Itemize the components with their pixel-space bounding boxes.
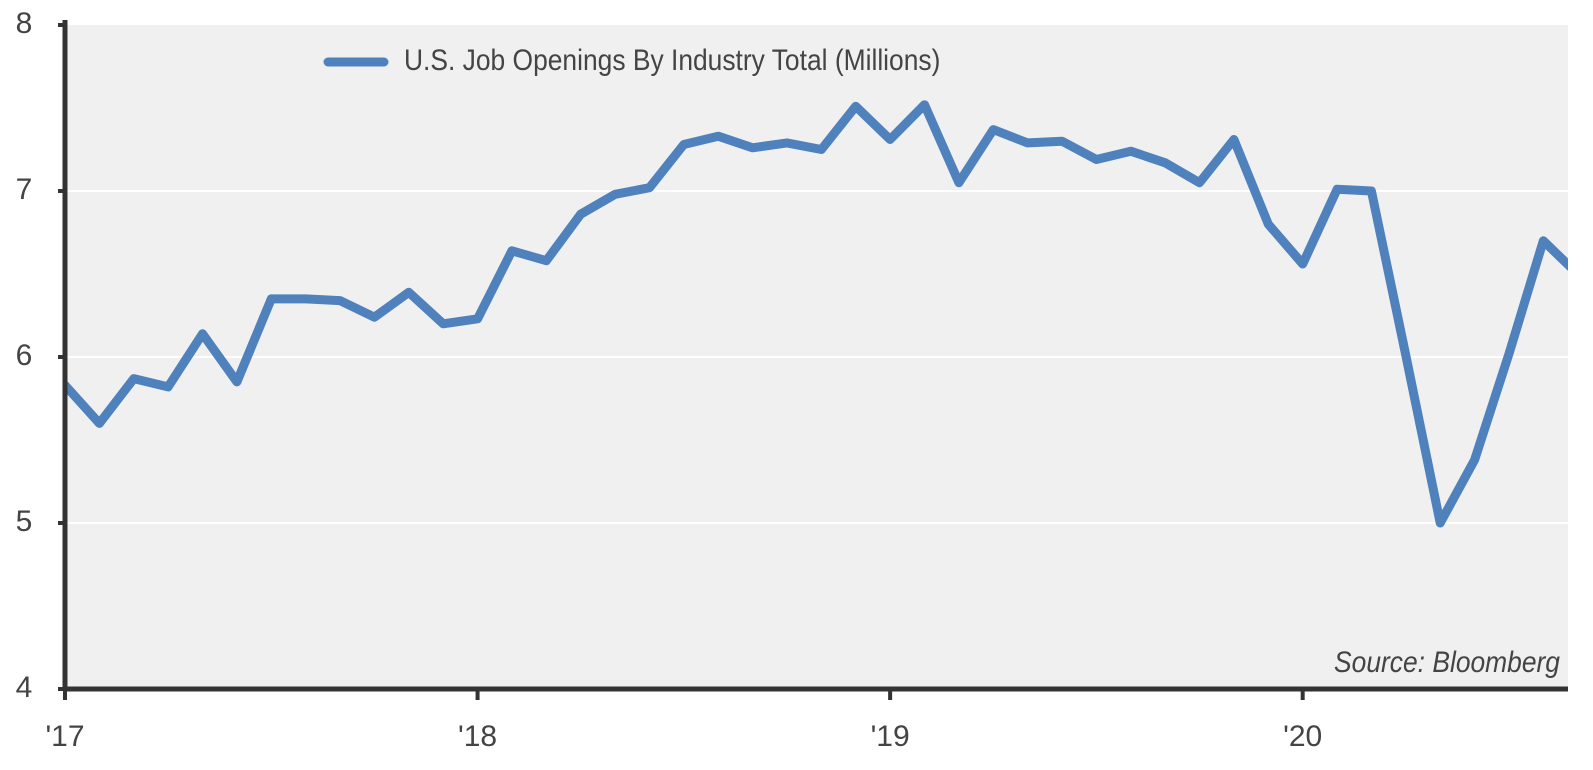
y-tick-label: 5 — [16, 505, 33, 538]
y-tick-label: 8 — [16, 7, 33, 40]
data-line — [65, 100, 1568, 528]
y-tick-label: 4 — [16, 671, 33, 704]
x-tick-label: '20 — [1283, 720, 1322, 753]
x-tick-label: '19 — [871, 720, 910, 753]
x-tick-label: '18 — [458, 720, 497, 753]
x-tick-label: '17 — [45, 720, 84, 753]
y-tick-label: 7 — [16, 173, 33, 206]
source-note: Source: Bloomberg — [1334, 644, 1560, 678]
y-tick-label: 6 — [16, 339, 33, 372]
legend-label: U.S. Job Openings By Industry Total (Mil… — [404, 42, 940, 76]
